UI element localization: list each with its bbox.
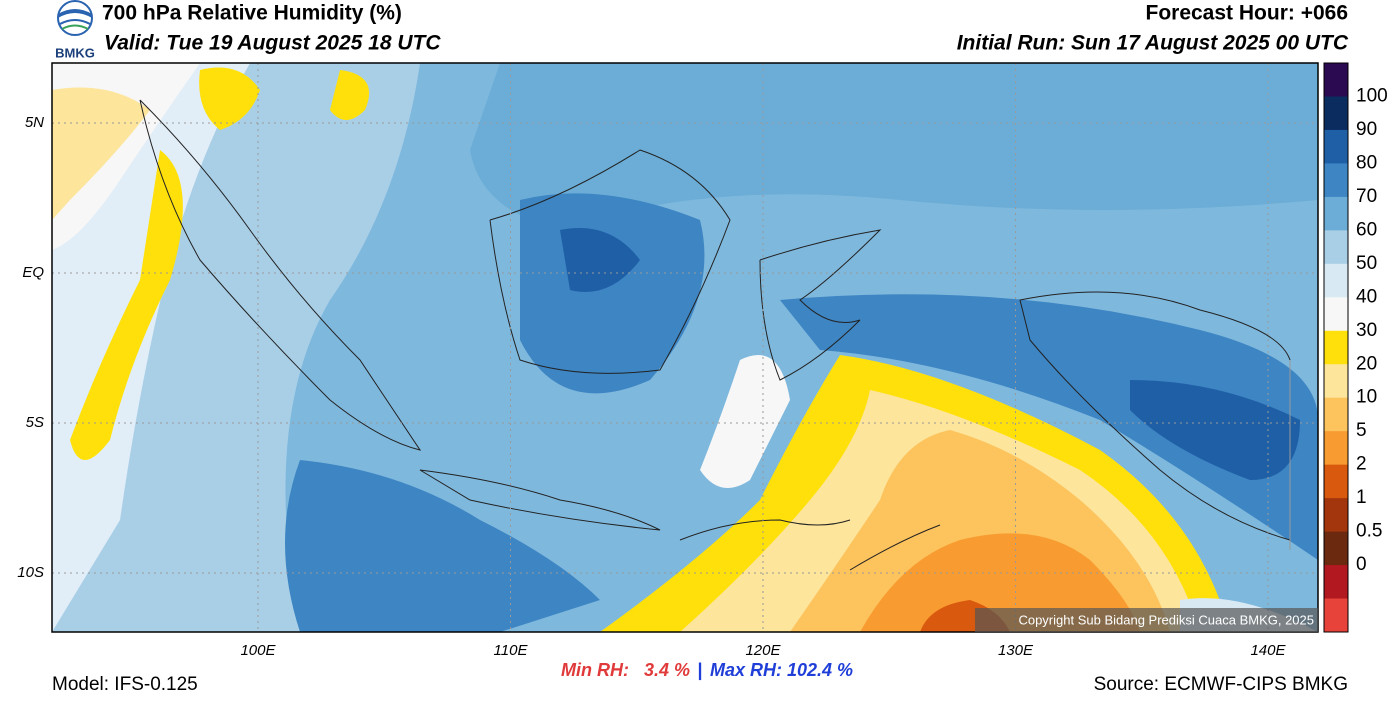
- title: 700 hPa Relative Humidity (%): [102, 2, 402, 25]
- colorbar-label: 30: [1356, 320, 1377, 341]
- colorbar: 100 90 80 70 60 50 40 30 20 10 5 2 1 0.5 0: [1323, 62, 1388, 633]
- lon-label: 130E: [998, 642, 1034, 659]
- valid-time: Valid: Tue 19 August 2025 18 UTC: [104, 32, 441, 55]
- colorbar-segment: [1324, 431, 1348, 466]
- colorbar-segment: [1324, 163, 1348, 198]
- colorbar-label: 40: [1356, 286, 1377, 307]
- colorbar-segment: [1324, 464, 1348, 499]
- colorbar-label: 0.5: [1356, 521, 1382, 542]
- colorbar-segment: [1324, 531, 1348, 566]
- forecast-hour: Forecast Hour: +066: [1146, 2, 1349, 25]
- graticule: [52, 63, 1318, 632]
- colorbar-segment: [1324, 498, 1348, 533]
- colorbar-segment: [1324, 364, 1348, 399]
- colorbar-segment: [1324, 397, 1348, 432]
- colorbar-segment: [1324, 129, 1348, 164]
- lon-label: 110E: [494, 642, 529, 659]
- min-rh: Min RH: 3.4 %: [561, 660, 690, 680]
- logo-text: BMKG: [55, 45, 95, 60]
- colorbar-label: 10: [1356, 387, 1377, 408]
- colorbar-label: 100: [1356, 85, 1388, 106]
- colorbar-segment: [1324, 598, 1348, 633]
- max-rh: Max RH: 102.4 %: [710, 660, 853, 680]
- coastlines: [139, 99, 1291, 571]
- colorbar-frame: [1323, 62, 1349, 633]
- colorbar-segment: [1324, 297, 1348, 332]
- colorbar-label: 0: [1356, 554, 1367, 575]
- model: Model: IFS-0.125: [52, 674, 198, 695]
- colorbar-segment: [1324, 330, 1348, 365]
- lat-label: 5N: [25, 114, 44, 131]
- colorbar-segment: [1324, 565, 1348, 600]
- initial-run: Initial Run: Sun 17 August 2025 00 UTC: [957, 32, 1349, 55]
- separator: |: [697, 660, 702, 680]
- humidity-field: [52, 63, 1318, 632]
- colorbar-segment: [1324, 196, 1348, 231]
- colorbar-segment: [1324, 230, 1348, 265]
- lon-label: 100E: [240, 642, 276, 659]
- colorbar-label: 2: [1356, 454, 1367, 475]
- colorbar-label: 1: [1356, 487, 1367, 508]
- lat-label: 5S: [26, 414, 44, 431]
- copyright: Copyright Sub Bidang Prediksi Cuaca BMKG…: [1018, 612, 1314, 627]
- colorbar-label: 70: [1356, 186, 1377, 207]
- colorbar-segment: [1324, 63, 1348, 97]
- colorbar-label: 90: [1356, 119, 1377, 140]
- colorbar-segment: [1324, 263, 1348, 298]
- lon-label: 120E: [745, 642, 781, 659]
- colorbar-label: 60: [1356, 219, 1377, 240]
- plot-frame: [51, 62, 1319, 633]
- logo: BMKG: [55, 0, 95, 60]
- colorbar-label: 20: [1356, 353, 1377, 374]
- colorbar-label: 50: [1356, 253, 1377, 274]
- colorbar-label: 5: [1356, 420, 1367, 441]
- lon-label: 140E: [1250, 642, 1286, 659]
- source: Source: ECMWF-CIPS BMKG: [1094, 674, 1348, 695]
- colorbar-segment: [1324, 96, 1348, 131]
- copyright-box: [975, 608, 1318, 632]
- axis-labels: 5N EQ 5S 10S 100E 110E 120E 130E 140E: [17, 114, 1286, 659]
- colorbar-label: 80: [1356, 152, 1377, 173]
- lat-label: 10S: [17, 564, 44, 581]
- lat-label: EQ: [22, 264, 44, 281]
